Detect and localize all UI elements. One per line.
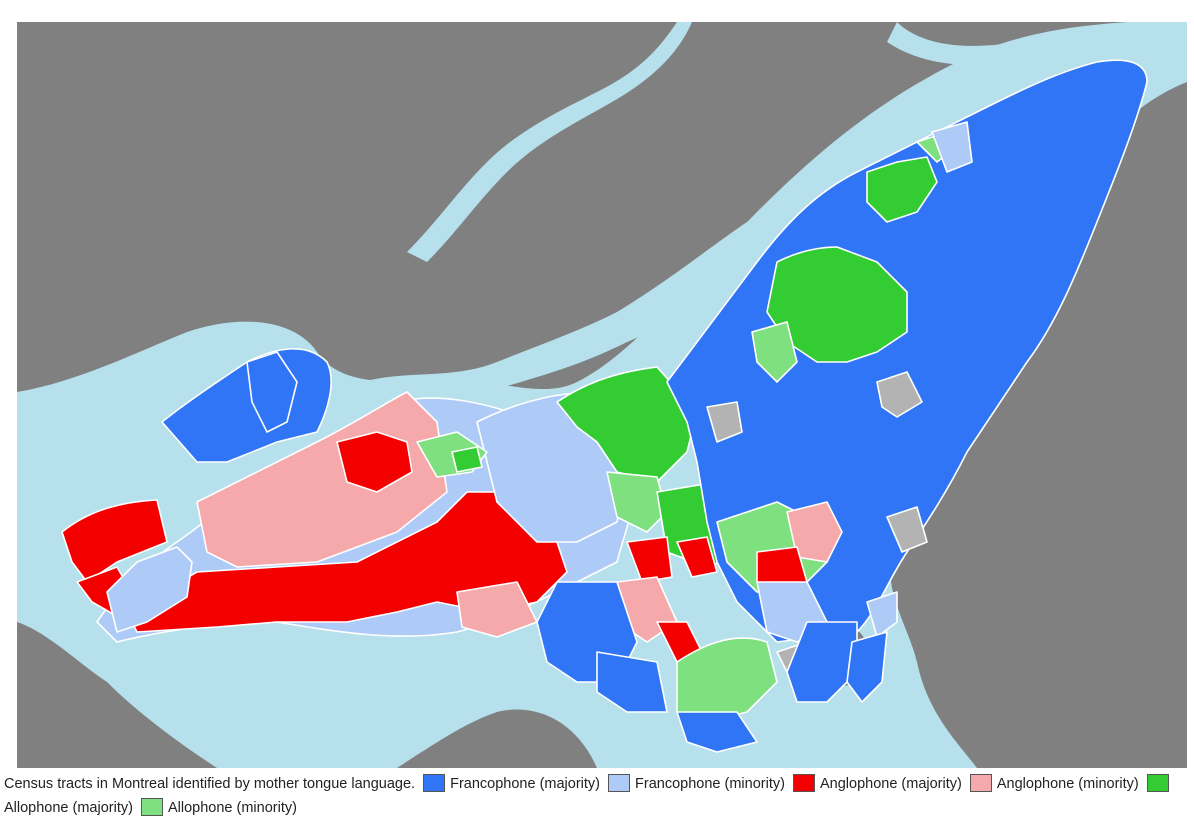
tract xyxy=(866,156,938,223)
tract xyxy=(246,351,298,433)
tract xyxy=(931,121,973,173)
legend-label-allophone-minority: Allophone (minority) xyxy=(167,800,297,816)
legend-label-francophone-minority: Francophone (minority) xyxy=(635,776,785,792)
legend-swatch-anglophone-minority xyxy=(969,774,992,792)
legend-label-francophone-majority: Francophone (majority) xyxy=(450,776,601,792)
montreal-census-map xyxy=(17,22,1187,768)
legend-swatch-francophone-majority xyxy=(423,774,446,792)
legend-label-anglophone-majority: Anglophone (majority) xyxy=(819,776,962,792)
census-tracts xyxy=(61,59,1148,753)
south-shore-land xyxy=(965,267,1187,768)
tract xyxy=(626,536,673,583)
tract xyxy=(451,446,483,473)
tract xyxy=(106,546,193,633)
north-river xyxy=(347,152,852,412)
tract xyxy=(706,401,743,443)
tract xyxy=(846,631,888,703)
tract xyxy=(456,581,538,638)
tract xyxy=(61,499,168,583)
south-land-mid xyxy=(397,709,597,768)
tract xyxy=(876,371,923,418)
legend-swatch-anglophone-majority xyxy=(792,774,815,792)
tract xyxy=(866,591,898,638)
legend-label-anglophone-minority: Anglophone (minority) xyxy=(996,776,1139,792)
tract xyxy=(666,59,1148,643)
tract xyxy=(786,621,858,703)
legend-swatch-allophone-majority xyxy=(1146,774,1169,792)
legend-label-allophone-majority: Allophone (majority) xyxy=(4,800,133,816)
tract xyxy=(606,471,668,533)
upper-channel xyxy=(407,22,692,262)
island-right xyxy=(1097,197,1167,302)
tract xyxy=(336,431,413,493)
tract xyxy=(596,651,668,713)
tract xyxy=(751,321,798,383)
map-caption: Census tracts in Montreal identified by … xyxy=(4,772,1190,820)
upper-right-channel xyxy=(887,22,1187,66)
tract xyxy=(886,506,928,553)
legend-swatch-allophone-minority xyxy=(140,798,163,816)
tract xyxy=(676,536,718,578)
south-west-land xyxy=(17,622,217,768)
tract xyxy=(676,637,778,723)
legend-swatch-francophone-minority xyxy=(608,774,631,792)
tract xyxy=(676,711,758,753)
tract xyxy=(766,246,908,363)
caption-text: Census tracts in Montreal identified by … xyxy=(4,776,416,792)
